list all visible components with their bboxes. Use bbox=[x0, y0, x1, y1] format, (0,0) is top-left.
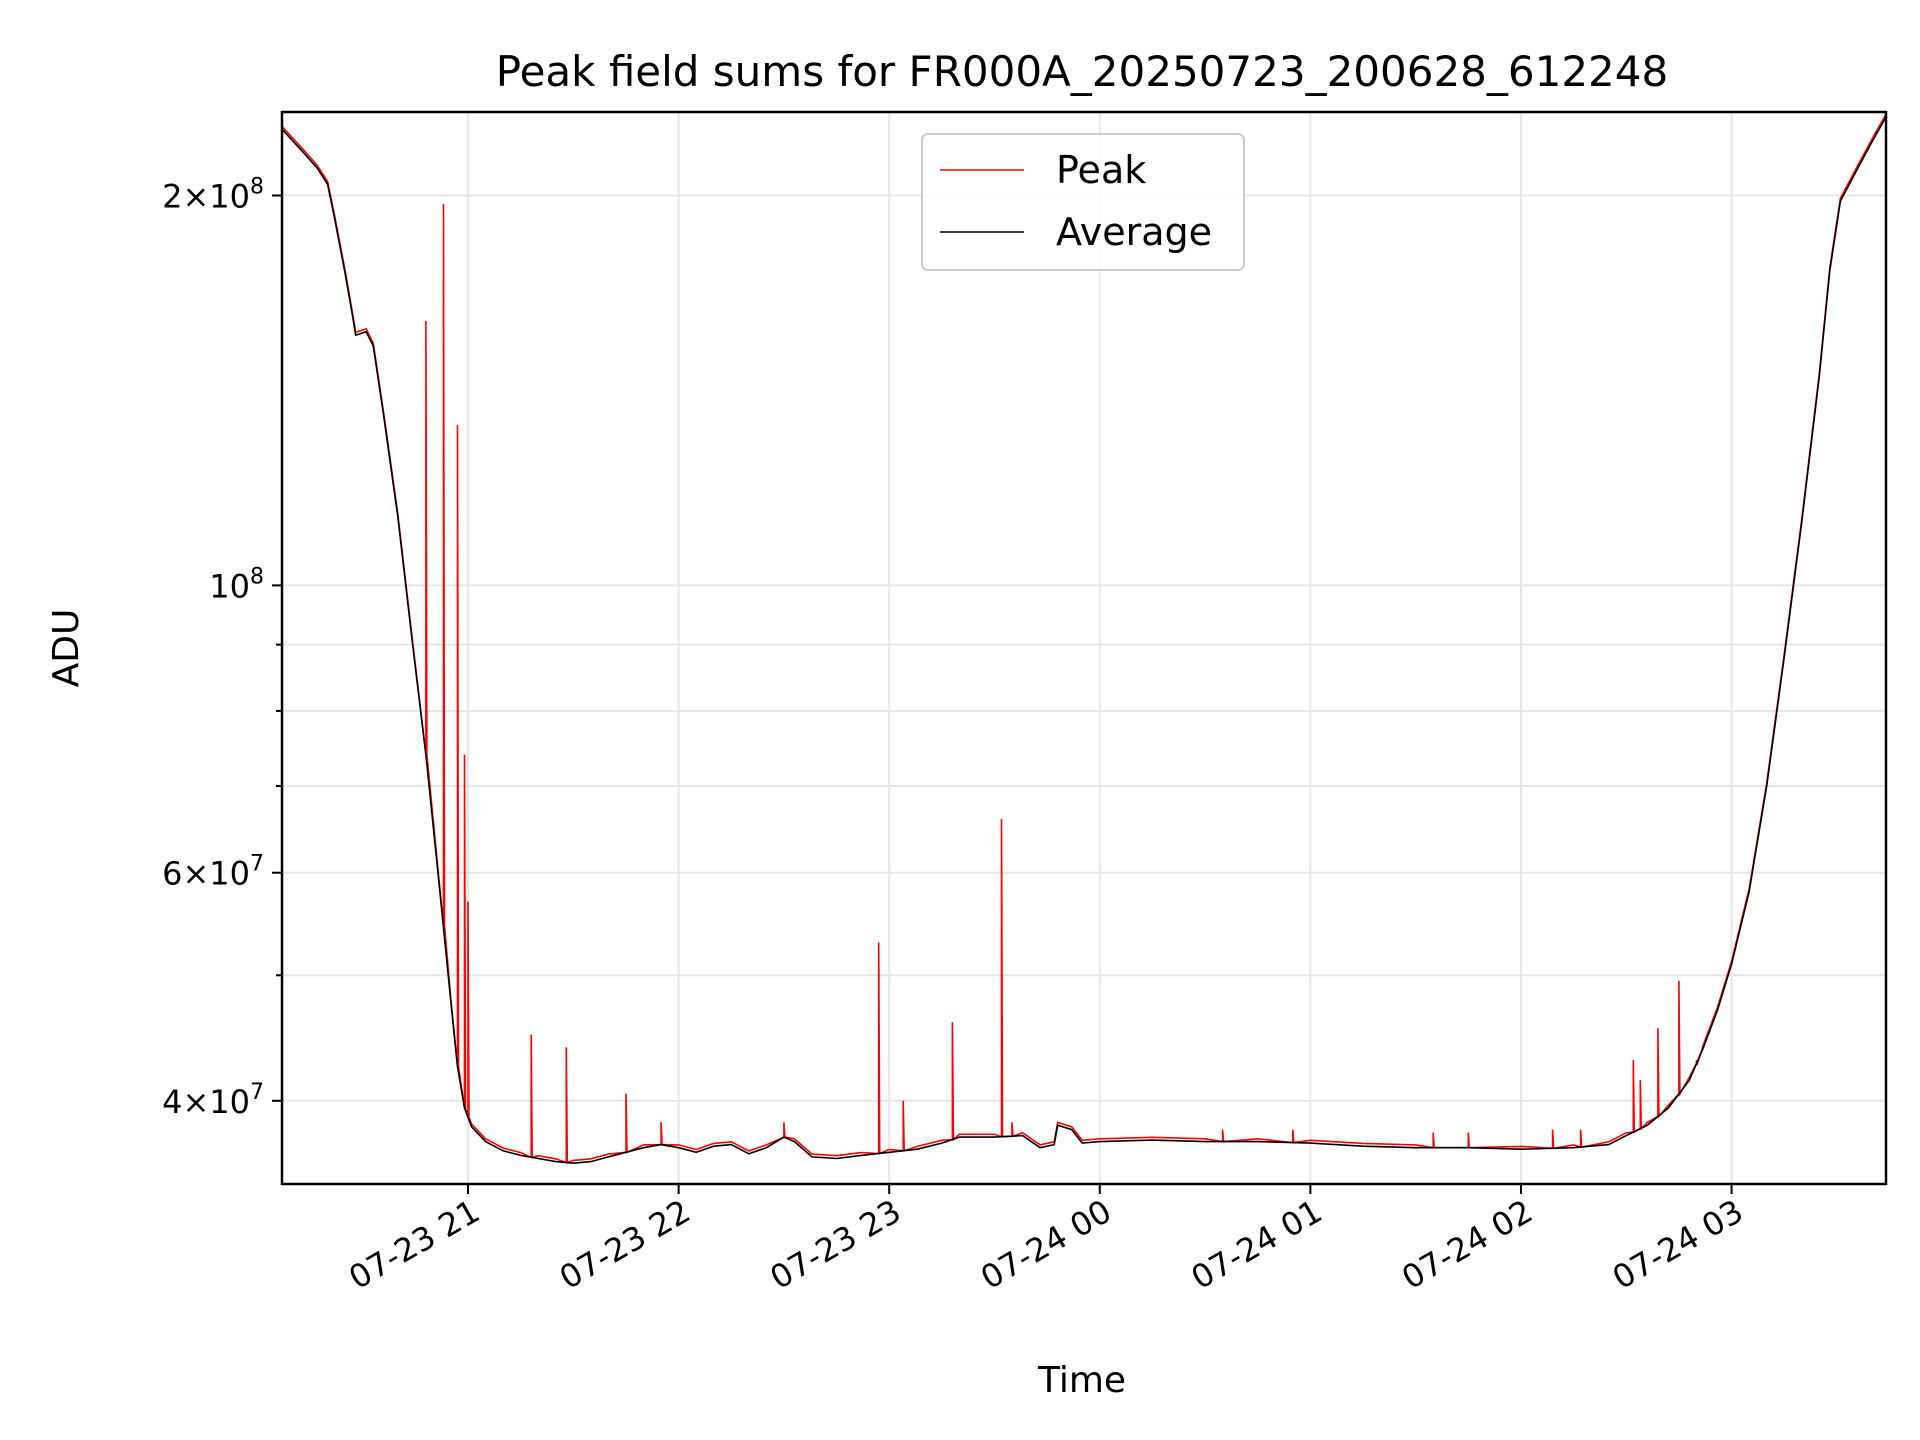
plot-frame bbox=[280, 110, 1888, 1186]
y-tick-label: 2×108 bbox=[162, 174, 264, 215]
series-line-peak bbox=[282, 113, 1886, 1164]
y-tick-label: 4×107 bbox=[162, 1080, 264, 1121]
chart-title: Peak field sums for FR000A_20250723_2006… bbox=[496, 47, 1668, 96]
legend-box bbox=[921, 133, 1245, 271]
x-axis-label: Time bbox=[1037, 1360, 1126, 1401]
y-tick-label: 6×107 bbox=[162, 852, 264, 893]
legend-label-peak: Peak bbox=[1056, 148, 1146, 192]
legend: Peak Average bbox=[921, 133, 1245, 271]
legend-label-average: Average bbox=[1056, 210, 1212, 254]
series-layer bbox=[282, 113, 1886, 1165]
y-tick-label: 108 bbox=[209, 564, 264, 605]
y-axis: 4×107 6×107 108 2×108 bbox=[162, 174, 282, 1121]
y-axis-label: ADU bbox=[46, 609, 87, 688]
series-line-average bbox=[282, 116, 1886, 1165]
